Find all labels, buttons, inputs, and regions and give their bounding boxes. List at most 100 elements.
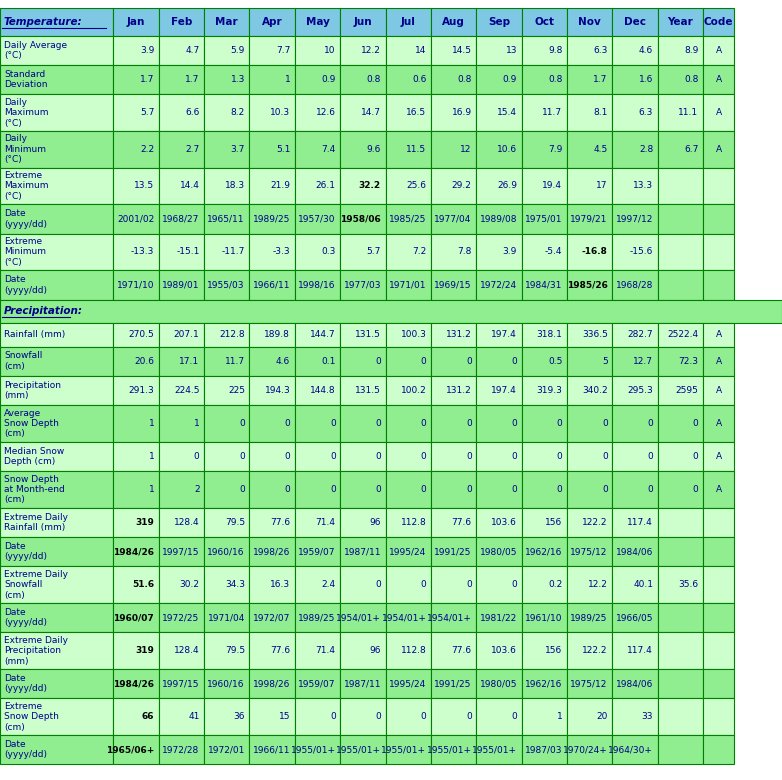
Bar xyxy=(612,65,658,94)
Text: 100.2: 100.2 xyxy=(400,386,426,395)
Bar xyxy=(249,270,295,300)
Bar xyxy=(340,441,386,471)
Bar xyxy=(204,376,249,405)
Text: 12.7: 12.7 xyxy=(633,356,653,366)
Text: 1989/25: 1989/25 xyxy=(298,613,335,622)
Text: 3.9: 3.9 xyxy=(140,46,154,55)
Text: Apr: Apr xyxy=(262,16,282,27)
Bar xyxy=(431,471,476,508)
Text: 1991/25: 1991/25 xyxy=(434,548,472,556)
Bar xyxy=(249,131,295,168)
Text: 1980/05: 1980/05 xyxy=(479,548,517,556)
Text: 0.9: 0.9 xyxy=(503,75,517,84)
Bar xyxy=(204,633,249,669)
Bar xyxy=(159,566,204,603)
Text: 207.1: 207.1 xyxy=(174,330,199,339)
Text: Jul: Jul xyxy=(400,16,416,27)
Text: 1989/25: 1989/25 xyxy=(570,613,608,622)
Text: 6.6: 6.6 xyxy=(185,108,199,117)
Bar xyxy=(567,735,612,764)
Text: 7.7: 7.7 xyxy=(276,46,290,55)
Bar xyxy=(113,204,159,233)
Text: 8.2: 8.2 xyxy=(231,108,245,117)
Text: 336.5: 336.5 xyxy=(582,330,608,339)
Bar xyxy=(295,566,340,603)
Bar xyxy=(567,633,612,669)
Bar xyxy=(0,441,113,471)
Bar xyxy=(567,131,612,168)
Text: 11.7: 11.7 xyxy=(224,356,245,366)
Bar xyxy=(567,405,612,441)
Bar xyxy=(386,270,431,300)
Bar xyxy=(0,233,113,270)
Text: 1984/06: 1984/06 xyxy=(615,679,653,688)
Bar xyxy=(612,233,658,270)
Text: 1960/16: 1960/16 xyxy=(207,679,245,688)
Text: 197.4: 197.4 xyxy=(491,330,517,339)
Text: 1998/16: 1998/16 xyxy=(298,281,335,289)
Bar xyxy=(612,441,658,471)
Text: 15.4: 15.4 xyxy=(497,108,517,117)
Text: 319: 319 xyxy=(135,518,154,527)
Text: 270.5: 270.5 xyxy=(128,330,154,339)
Bar xyxy=(658,168,703,204)
Text: A: A xyxy=(716,330,722,339)
Text: 1989/08: 1989/08 xyxy=(479,215,517,223)
Text: 13.5: 13.5 xyxy=(134,182,154,190)
Text: 1995/24: 1995/24 xyxy=(389,548,426,556)
Bar xyxy=(159,8,204,36)
Text: 2.8: 2.8 xyxy=(639,145,653,154)
Bar xyxy=(658,508,703,537)
Bar xyxy=(159,508,204,537)
Bar xyxy=(204,168,249,204)
Text: 1997/12: 1997/12 xyxy=(615,215,653,223)
Bar xyxy=(612,8,658,36)
Text: 144.7: 144.7 xyxy=(310,330,335,339)
Text: 26.1: 26.1 xyxy=(316,182,335,190)
Bar xyxy=(431,735,476,764)
Bar xyxy=(159,36,204,65)
Text: 77.6: 77.6 xyxy=(270,647,290,655)
Bar xyxy=(476,669,522,698)
Bar xyxy=(340,633,386,669)
Bar xyxy=(658,537,703,566)
Bar xyxy=(295,204,340,233)
Text: 0.3: 0.3 xyxy=(321,247,335,257)
Bar xyxy=(431,346,476,376)
Text: Dec: Dec xyxy=(624,16,646,27)
Text: 0: 0 xyxy=(466,419,472,428)
Text: 96: 96 xyxy=(369,647,381,655)
Text: 1987/03: 1987/03 xyxy=(525,745,562,754)
Bar xyxy=(431,8,476,36)
Text: 128.4: 128.4 xyxy=(174,518,199,527)
Bar xyxy=(249,669,295,698)
Text: 71.4: 71.4 xyxy=(316,647,335,655)
Bar xyxy=(249,441,295,471)
Bar xyxy=(295,537,340,566)
Text: 0.6: 0.6 xyxy=(412,75,426,84)
Text: 0: 0 xyxy=(693,485,698,494)
Bar xyxy=(703,346,734,376)
Text: 0.2: 0.2 xyxy=(548,580,562,589)
Text: 4.6: 4.6 xyxy=(639,46,653,55)
Bar xyxy=(386,633,431,669)
Text: 112.8: 112.8 xyxy=(400,647,426,655)
Text: 14.7: 14.7 xyxy=(361,108,381,117)
Bar xyxy=(386,698,431,735)
Text: A: A xyxy=(716,485,722,494)
Bar xyxy=(0,65,113,94)
Bar xyxy=(431,566,476,603)
Bar xyxy=(386,323,431,346)
Bar xyxy=(204,233,249,270)
Bar xyxy=(0,270,113,300)
Text: 11.7: 11.7 xyxy=(542,108,562,117)
Bar xyxy=(522,735,567,764)
Bar xyxy=(386,94,431,131)
Text: 0.8: 0.8 xyxy=(457,75,472,84)
Text: 17: 17 xyxy=(596,182,608,190)
Text: 1985/26: 1985/26 xyxy=(567,281,608,289)
Bar xyxy=(703,735,734,764)
Bar xyxy=(476,405,522,441)
Text: 1987/11: 1987/11 xyxy=(343,679,381,688)
Bar xyxy=(249,735,295,764)
